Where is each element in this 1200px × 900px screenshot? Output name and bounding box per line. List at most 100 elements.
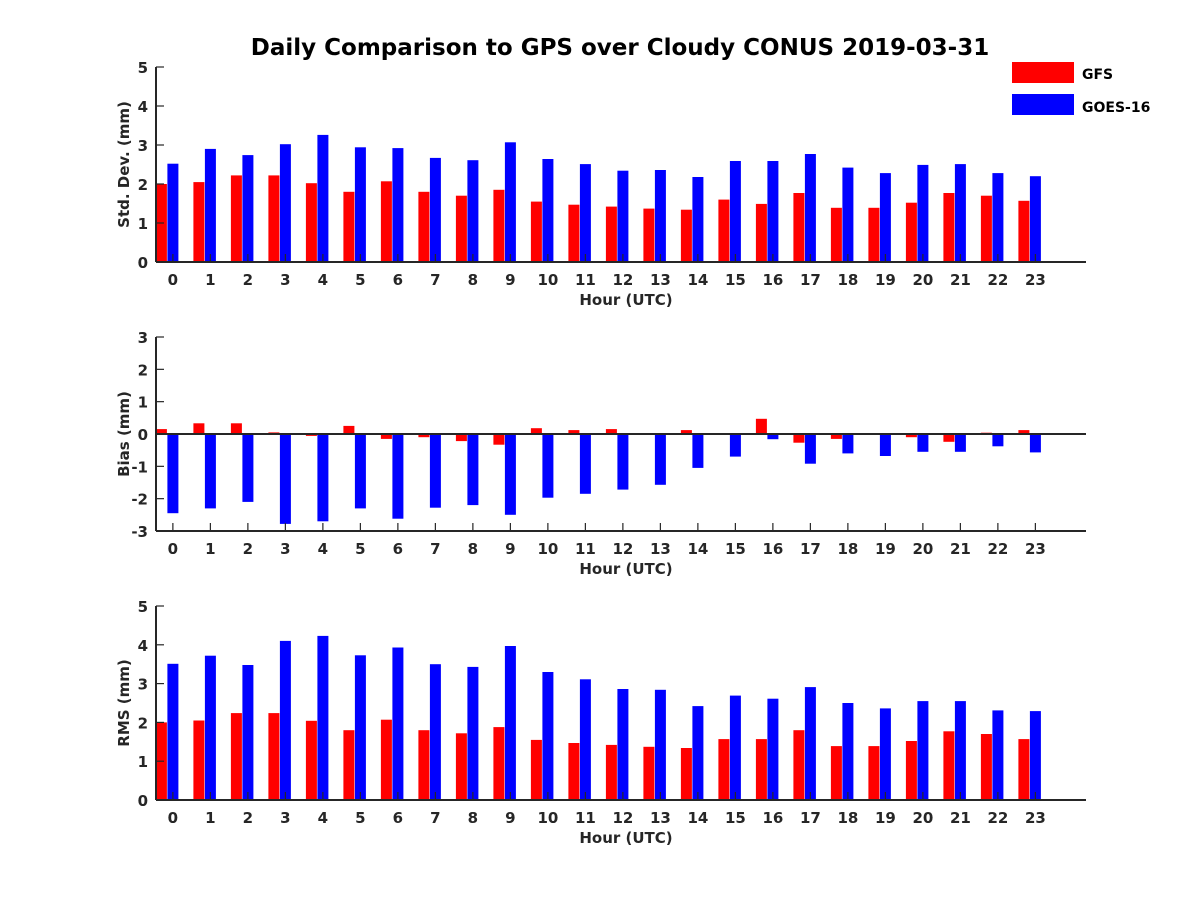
bias-x-tick-label: 3: [280, 540, 290, 558]
rms-bar-goes16-1: [204, 655, 216, 800]
rms-bar-goes16-21: [954, 701, 966, 800]
rms-bar-goes16-11: [579, 679, 591, 800]
rms-bar-gfs-20: [905, 741, 917, 800]
std-dev-bar-goes16-15: [729, 161, 741, 262]
bias-x-tick-label: 21: [950, 540, 971, 558]
rms-bar-goes16-9: [504, 646, 516, 800]
bias-y-tick-label: 1: [138, 394, 148, 412]
std-dev-bar-goes16-4: [317, 134, 329, 262]
std-dev-x-tick-label: 12: [612, 271, 633, 289]
rms-x-tick-label: 22: [987, 809, 1008, 827]
bias-bar-goes16-2: [242, 434, 254, 502]
rms-x-tick-label: 23: [1025, 809, 1046, 827]
bias-bar-gfs-23: [1018, 430, 1030, 434]
std-dev-bar-gfs-4: [305, 183, 317, 262]
bias-x-tick-label: 12: [612, 540, 633, 558]
rms-bar-gfs-14: [680, 748, 692, 800]
bias-bar-goes16-4: [317, 434, 329, 522]
std-dev-bar-goes16-13: [654, 170, 666, 262]
rms-bar-goes16-6: [392, 647, 404, 800]
bias-bar-goes16-18: [842, 434, 854, 454]
std-dev-x-tick-label: 10: [537, 271, 558, 289]
legend-swatch-goes16: [1012, 94, 1074, 115]
std-dev-x-tick-label: 23: [1025, 271, 1046, 289]
bias-bar-gfs-18: [830, 434, 842, 439]
std-dev-bar-gfs-2: [230, 175, 242, 262]
std-dev-x-tick-label: 11: [575, 271, 596, 289]
bias-bar-goes16-15: [729, 434, 741, 457]
std-dev-bar-gfs-20: [905, 202, 917, 262]
bias-bar-goes16-3: [279, 434, 291, 524]
legend-label-goes16: GOES-16: [1082, 100, 1150, 116]
std-dev-bar-gfs-10: [530, 201, 542, 262]
rms-x-tick-label: 18: [837, 809, 858, 827]
rms-bar-gfs-5: [343, 730, 355, 800]
rms-x-tick-label: 16: [762, 809, 783, 827]
std-dev-bar-goes16-23: [1029, 176, 1041, 262]
rms-bar-goes16-2: [242, 665, 254, 800]
std-dev-x-tick-label: 14: [687, 271, 708, 289]
bias-x-tick-label: 8: [468, 540, 478, 558]
legend-swatch-gfs: [1012, 62, 1074, 83]
rms-bar-goes16-7: [429, 664, 441, 800]
std-dev-bar-gfs-23: [1018, 200, 1030, 262]
std-dev-bar-goes16-21: [954, 164, 966, 262]
std-dev-bar-gfs-18: [830, 207, 842, 262]
std-dev-bar-goes16-2: [242, 155, 254, 262]
legend-label-gfs: GFS: [1082, 67, 1113, 83]
bias-x-tick-label: 15: [725, 540, 746, 558]
rms-bar-gfs-18: [830, 746, 842, 800]
rms-bar-gfs-4: [305, 720, 317, 800]
bias-bar-gfs-16: [755, 418, 767, 434]
bias-x-tick-label: 22: [987, 540, 1008, 558]
std-dev-bar-gfs-11: [568, 204, 580, 262]
rms-bar-gfs-8: [455, 733, 467, 800]
bias-bar-gfs-5: [343, 425, 355, 434]
bias-bar-gfs-10: [530, 428, 542, 434]
rms-x-tick-label: 3: [280, 809, 290, 827]
chart-title: Daily Comparison to GPS over Cloudy CONU…: [251, 35, 989, 61]
rms-bar-gfs-12: [605, 744, 617, 800]
std-dev-x-tick-label: 18: [837, 271, 858, 289]
rms-bar-goes16-20: [917, 701, 929, 800]
rms-x-axis-label: Hour (UTC): [579, 829, 672, 847]
std-dev-bar-gfs-12: [605, 206, 617, 262]
std-dev-x-tick-label: 13: [650, 271, 671, 289]
rms-x-tick-label: 4: [318, 809, 328, 827]
rms-x-tick-label: 0: [168, 809, 178, 827]
std-dev-x-tick-label: 5: [355, 271, 365, 289]
std-dev-bar-gfs-14: [680, 209, 692, 262]
bias-bar-gfs-7: [418, 434, 430, 438]
rms-bar-gfs-9: [493, 727, 505, 800]
bias-x-tick-label: 19: [875, 540, 896, 558]
bias-bar-goes16-10: [542, 434, 554, 498]
std-dev-bar-goes16-8: [467, 160, 479, 262]
bias-bar-gfs-14: [680, 430, 692, 434]
rms-x-tick-label: 14: [687, 809, 708, 827]
bias-x-tick-label: 18: [837, 540, 858, 558]
bias-bar-goes16-0: [167, 434, 179, 514]
std-dev-bar-goes16-22: [992, 173, 1004, 262]
rms-bar-goes16-12: [617, 689, 629, 800]
std-dev-bar-gfs-1: [193, 182, 205, 262]
bias-bar-gfs-9: [493, 434, 505, 445]
rms-bar-gfs-6: [380, 719, 392, 800]
std-dev-y-tick-label: 5: [138, 59, 148, 77]
bias-x-tick-label: 9: [505, 540, 515, 558]
bias-bar-goes16-6: [392, 434, 404, 519]
rms-bar-gfs-19: [868, 746, 880, 800]
rms-bar-gfs-10: [530, 739, 542, 800]
bias-x-tick-label: 16: [762, 540, 783, 558]
rms-x-tick-label: 6: [393, 809, 403, 827]
bias-bar-goes16-5: [354, 434, 366, 509]
bias-x-tick-label: 10: [537, 540, 558, 558]
bias-bar-goes16-21: [954, 434, 966, 452]
rms-x-tick-label: 5: [355, 809, 365, 827]
std-dev-bar-gfs-22: [980, 195, 992, 262]
std-dev-y-tick-label: 4: [138, 98, 148, 116]
std-dev-x-tick-label: 19: [875, 271, 896, 289]
rms-bar-goes16-13: [654, 689, 666, 800]
std-dev-bar-goes16-18: [842, 167, 854, 262]
std-dev-x-tick-label: 3: [280, 271, 290, 289]
